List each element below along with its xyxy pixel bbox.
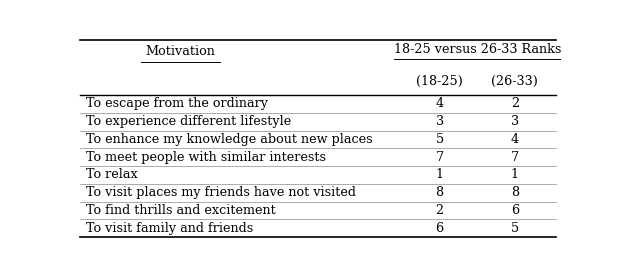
Text: To visit family and friends: To visit family and friends	[85, 222, 253, 235]
Text: To visit places my friends have not visited: To visit places my friends have not visi…	[85, 186, 355, 199]
Text: To relax: To relax	[85, 169, 137, 182]
Text: To find thrills and excitement: To find thrills and excitement	[85, 204, 275, 217]
Text: To escape from the ordinary: To escape from the ordinary	[85, 98, 267, 111]
Text: 5: 5	[435, 133, 444, 146]
Text: 1: 1	[436, 169, 444, 182]
Text: (26-33): (26-33)	[491, 75, 539, 88]
Text: 6: 6	[511, 204, 519, 217]
Text: 7: 7	[511, 151, 519, 164]
Text: 5: 5	[511, 222, 519, 235]
Text: To enhance my knowledge about new places: To enhance my knowledge about new places	[85, 133, 372, 146]
Text: 18-25 versus 26-33 Ranks: 18-25 versus 26-33 Ranks	[394, 43, 561, 56]
Text: 3: 3	[436, 115, 444, 128]
Text: 2: 2	[436, 204, 444, 217]
Text: 4: 4	[511, 133, 519, 146]
Text: 8: 8	[436, 186, 444, 199]
Text: 6: 6	[436, 222, 444, 235]
Text: To meet people with similar interests: To meet people with similar interests	[85, 151, 326, 164]
Text: 2: 2	[511, 98, 519, 111]
Text: 7: 7	[436, 151, 444, 164]
Text: 1: 1	[511, 169, 519, 182]
Text: To experience different lifestyle: To experience different lifestyle	[85, 115, 291, 128]
Text: 3: 3	[511, 115, 519, 128]
Text: 4: 4	[436, 98, 444, 111]
Text: (18-25): (18-25)	[416, 75, 463, 88]
Text: Motivation: Motivation	[145, 46, 215, 59]
Text: 8: 8	[511, 186, 519, 199]
